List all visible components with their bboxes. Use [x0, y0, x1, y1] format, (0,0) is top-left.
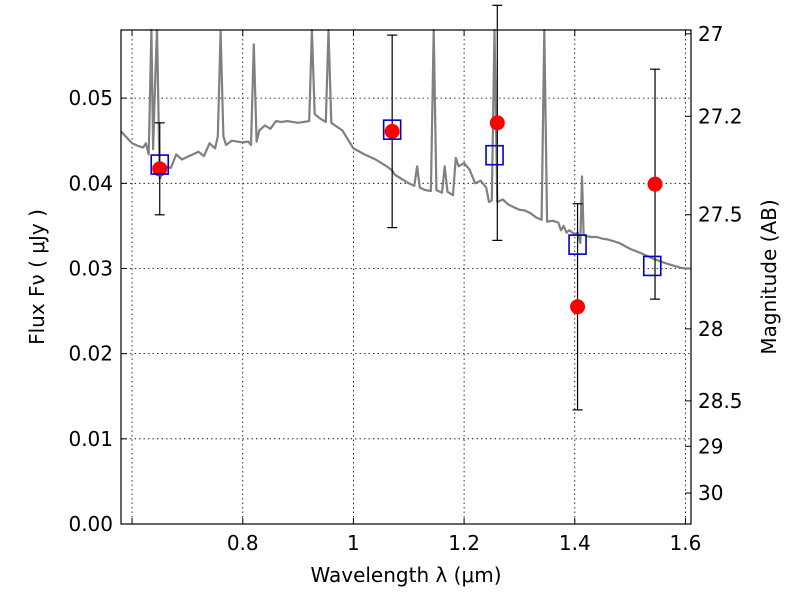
spectrum-series [120, 28, 691, 270]
right-tick-label: 28.5 [698, 389, 743, 413]
grid [121, 30, 691, 525]
measured-point [647, 176, 663, 192]
model-point [382, 119, 402, 140]
model-points [150, 119, 662, 277]
model-point [568, 234, 587, 255]
x-tick-label: 0.8 [227, 531, 259, 555]
x-tick-label: 1.6 [670, 531, 702, 555]
error-bars [154, 4, 661, 411]
y-tick-label: 0.01 [68, 427, 113, 451]
measured-point [489, 115, 505, 131]
plot-frame [120, 29, 692, 525]
right-axis-ticks: 27 27.2 27.5 28 28.5 29 30 [685, 22, 743, 505]
x-tick-label: 1.2 [448, 531, 480, 555]
right-tick-label: 29 [698, 434, 723, 458]
measured-points [152, 115, 663, 315]
measured-point [570, 299, 586, 315]
y-tick-label: 0.04 [68, 171, 113, 195]
y-tick-label: 0.00 [68, 512, 113, 536]
y-axis-ticks: 0.00 0.01 0.02 0.03 0.04 0.05 [68, 86, 127, 536]
right-axis-label: Magnitude (AB) [757, 199, 781, 354]
model-point [642, 255, 662, 277]
measured-point [384, 123, 400, 139]
right-tick-label: 28 [698, 317, 723, 341]
right-tick-label: 27.5 [698, 203, 743, 227]
right-tick-label: 27.2 [698, 104, 743, 128]
x-axis-label: Wavelength λ (μm) [310, 563, 501, 587]
model-point [150, 154, 170, 175]
right-tick-label: 27 [698, 22, 723, 46]
y-tick-label: 0.05 [68, 86, 113, 110]
spectrum-line [120, 28, 691, 270]
measured-point [152, 161, 168, 177]
model-point [485, 144, 504, 166]
x-axis-ticks: 0.8 1 1.2 1.4 1.6 [131, 30, 702, 555]
x-tick-label: 1 [347, 531, 360, 555]
y-axis-label: Flux Fν ( μJy ) [25, 209, 49, 345]
right-tick-label: 30 [698, 481, 723, 505]
y-tick-label: 0.02 [68, 342, 113, 366]
y-tick-label: 0.03 [68, 256, 113, 280]
x-tick-label: 1.4 [559, 531, 591, 555]
